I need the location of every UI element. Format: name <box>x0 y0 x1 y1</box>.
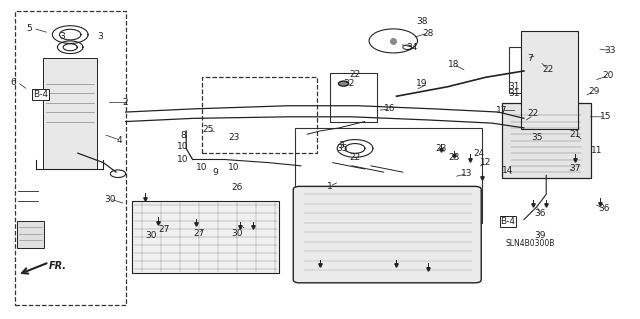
Text: 17: 17 <box>496 106 508 115</box>
Text: 39: 39 <box>534 231 545 240</box>
FancyBboxPatch shape <box>43 58 97 169</box>
Text: 10: 10 <box>196 163 208 172</box>
FancyBboxPatch shape <box>132 201 278 273</box>
Text: 14: 14 <box>502 166 514 175</box>
Text: 33: 33 <box>604 46 616 55</box>
Text: 2: 2 <box>123 98 129 107</box>
Text: 28: 28 <box>422 28 434 38</box>
Text: 19: 19 <box>416 79 428 88</box>
Text: 27: 27 <box>193 229 205 238</box>
Text: 35: 35 <box>531 133 543 142</box>
Text: 3: 3 <box>338 141 344 150</box>
Text: 30: 30 <box>145 231 157 240</box>
Text: 12: 12 <box>480 158 492 167</box>
Text: 23: 23 <box>435 144 447 153</box>
Text: SLN4B0300B: SLN4B0300B <box>506 239 555 248</box>
Text: 7: 7 <box>527 54 533 63</box>
Text: 6: 6 <box>10 78 16 86</box>
Text: 34: 34 <box>406 43 418 52</box>
Text: B-4: B-4 <box>33 90 49 99</box>
Text: 30: 30 <box>232 229 243 238</box>
Text: 36: 36 <box>598 204 609 213</box>
Text: 4: 4 <box>116 136 122 145</box>
Text: 10: 10 <box>228 163 240 172</box>
Text: 1: 1 <box>326 182 332 191</box>
Text: 13: 13 <box>461 169 472 178</box>
Text: 15: 15 <box>600 112 611 121</box>
Text: 26: 26 <box>232 183 243 192</box>
Text: 21: 21 <box>569 130 580 139</box>
Text: 16: 16 <box>385 104 396 113</box>
Text: 27: 27 <box>158 225 170 234</box>
Text: 36: 36 <box>534 209 545 218</box>
Text: 9: 9 <box>212 168 218 177</box>
Text: 38: 38 <box>416 18 428 26</box>
Circle shape <box>339 81 349 86</box>
Text: FR.: FR. <box>49 261 67 271</box>
Text: 10: 10 <box>177 142 189 151</box>
Text: 37: 37 <box>569 165 580 174</box>
Text: 22: 22 <box>543 65 554 74</box>
Text: 30: 30 <box>104 195 115 204</box>
Text: 3: 3 <box>97 32 103 41</box>
FancyBboxPatch shape <box>293 186 481 283</box>
Text: 22: 22 <box>349 153 361 162</box>
Text: 22: 22 <box>349 70 361 78</box>
Text: 20: 20 <box>602 71 614 80</box>
Text: 23: 23 <box>228 133 239 142</box>
Text: 24: 24 <box>474 149 485 158</box>
Text: 22: 22 <box>528 109 539 118</box>
Text: 10: 10 <box>177 155 189 164</box>
Text: 32: 32 <box>343 79 355 88</box>
FancyBboxPatch shape <box>17 221 44 248</box>
Text: 31: 31 <box>509 89 520 98</box>
FancyBboxPatch shape <box>521 32 578 130</box>
Text: 29: 29 <box>588 87 600 96</box>
Text: 23: 23 <box>448 153 460 162</box>
Text: 31: 31 <box>509 82 520 91</box>
Text: 3: 3 <box>59 32 65 41</box>
FancyBboxPatch shape <box>502 103 591 178</box>
Text: 11: 11 <box>591 145 603 154</box>
Text: 25: 25 <box>203 125 214 134</box>
Text: B-4: B-4 <box>500 217 515 226</box>
Text: 35: 35 <box>337 144 348 153</box>
Text: 8: 8 <box>180 131 186 140</box>
Text: 5: 5 <box>26 24 31 33</box>
Text: 18: 18 <box>448 60 460 69</box>
